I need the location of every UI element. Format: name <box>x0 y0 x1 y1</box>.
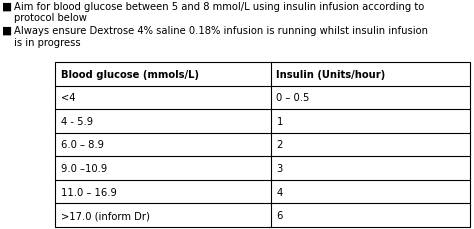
Text: 6: 6 <box>276 210 283 220</box>
Text: is in progress: is in progress <box>14 38 81 48</box>
Text: 6.0 – 8.9: 6.0 – 8.9 <box>61 140 104 150</box>
Text: 1: 1 <box>276 116 283 126</box>
Text: 4 - 5.9: 4 - 5.9 <box>61 116 93 126</box>
Text: <4: <4 <box>61 93 75 103</box>
Text: protocol below: protocol below <box>14 13 87 23</box>
Text: 4: 4 <box>276 187 283 197</box>
Text: 3: 3 <box>276 163 283 173</box>
Text: Insulin (Units/hour): Insulin (Units/hour) <box>276 69 386 79</box>
Text: Aim for blood glucose between 5 and 8 mmol/L using insulin infusion according to: Aim for blood glucose between 5 and 8 mm… <box>14 2 424 12</box>
Text: ■: ■ <box>2 2 12 12</box>
Text: 2: 2 <box>276 140 283 150</box>
Text: 0 – 0.5: 0 – 0.5 <box>276 93 310 103</box>
Text: Blood glucose (mmols/L): Blood glucose (mmols/L) <box>61 69 199 79</box>
Text: 9.0 –10.9: 9.0 –10.9 <box>61 163 107 173</box>
Text: ■: ■ <box>2 26 12 36</box>
Text: 11.0 – 16.9: 11.0 – 16.9 <box>61 187 117 197</box>
Text: Always ensure Dextrose 4% saline 0.18% infusion is running whilst insulin infusi: Always ensure Dextrose 4% saline 0.18% i… <box>14 26 428 36</box>
Text: >17.0 (inform Dr): >17.0 (inform Dr) <box>61 210 150 220</box>
